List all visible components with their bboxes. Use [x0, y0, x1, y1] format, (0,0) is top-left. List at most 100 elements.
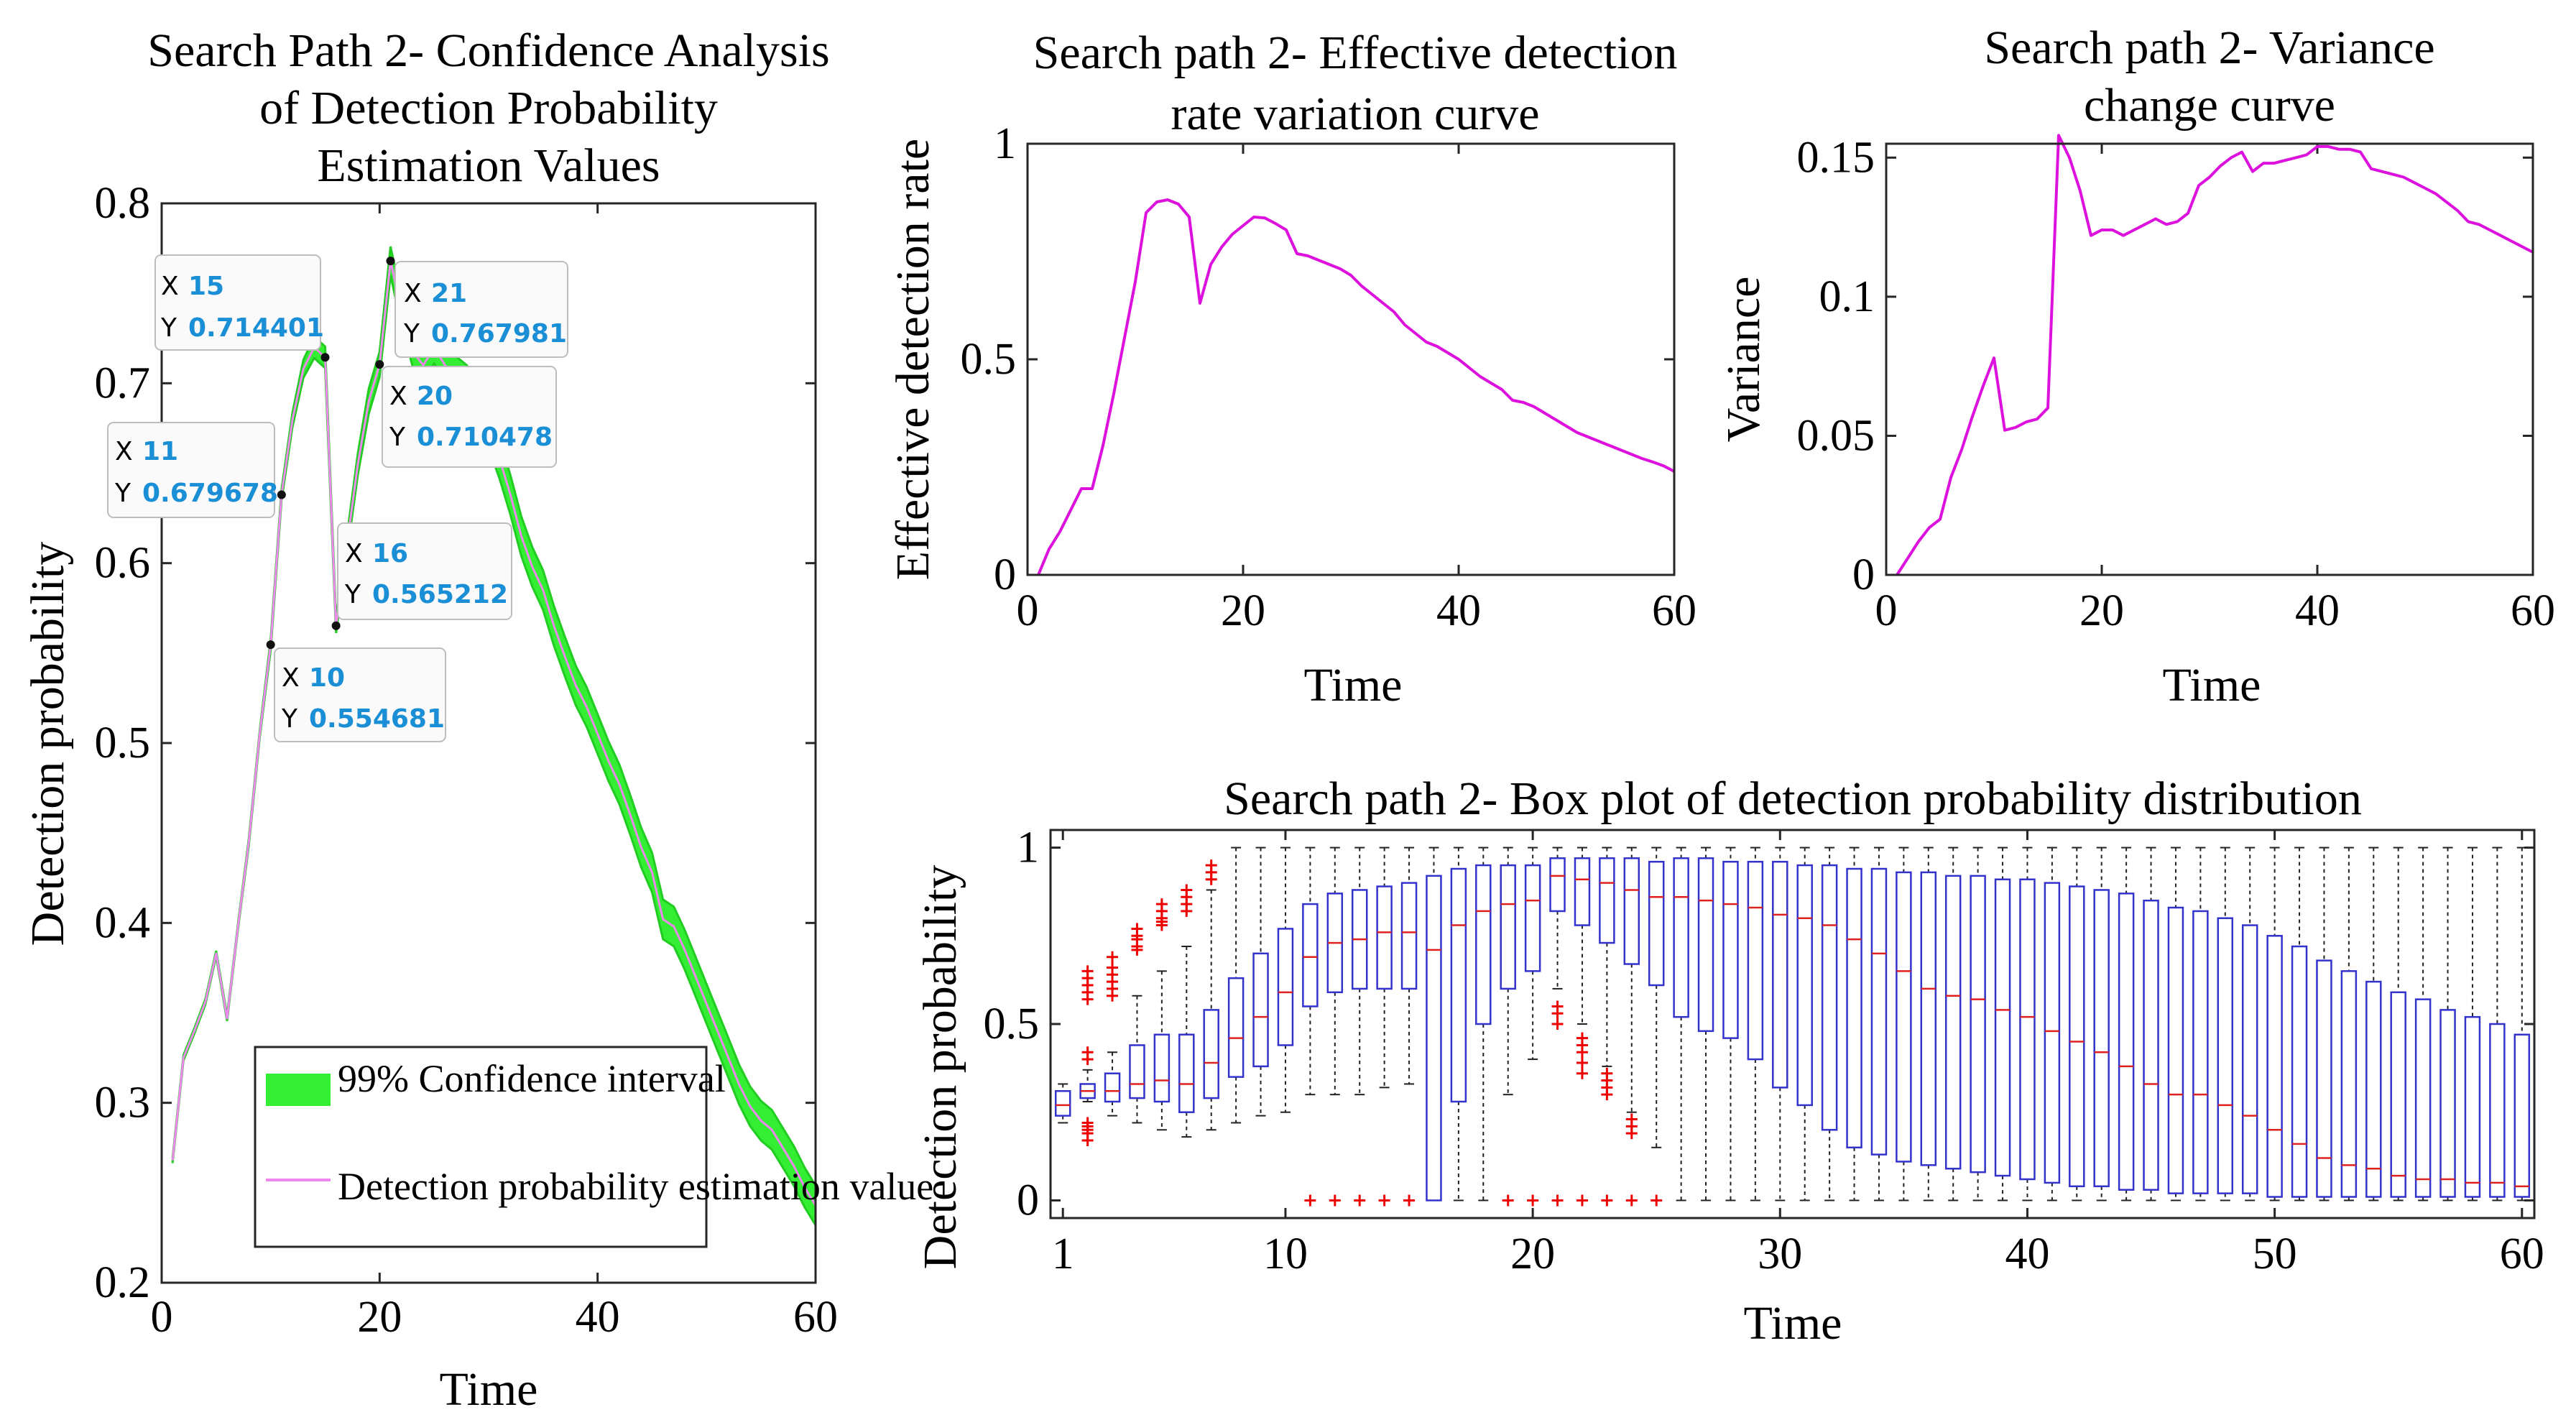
datatip-x-label: X	[389, 382, 407, 411]
box-body	[1870, 867, 1888, 1156]
box-55	[2390, 847, 2406, 1202]
box-21	[1549, 847, 1566, 1207]
boxplot-panel: Search path 2- Box plot of detection pro…	[914, 773, 2544, 1350]
confidence-x-axis-label: Time	[440, 1363, 538, 1416]
datatip-x-value: 10	[309, 663, 345, 693]
box-body	[2513, 1033, 2531, 1198]
box-body	[1178, 1033, 1195, 1113]
effective-rate-x-axis-label: Time	[1304, 659, 1403, 711]
y-tick-label: 0.8	[95, 179, 151, 228]
boxplot-boxes-layer	[1054, 847, 2531, 1207]
box-38	[1970, 847, 1986, 1202]
outlier-marker	[1081, 965, 1094, 977]
datatip-y-label: Y	[281, 704, 298, 734]
outlier-marker	[1551, 1018, 1564, 1030]
x-tick-label: 60	[2500, 1230, 2544, 1278]
box-44	[2118, 847, 2135, 1202]
outlier-marker	[1601, 1194, 1613, 1207]
box-body	[2464, 1015, 2481, 1198]
variance-curve	[1896, 134, 2534, 576]
effective-rate-curve	[1037, 198, 1675, 576]
variance-axes-box	[1885, 142, 2534, 576]
datatip-x15: X 15 Y 0.714401	[154, 254, 324, 351]
x-tick-label: 20	[1221, 586, 1265, 635]
datatip-marker	[266, 640, 275, 650]
outlier-marker	[1304, 1194, 1316, 1207]
box-body	[2167, 906, 2184, 1194]
boxplot-axis-ticks: 1 10 20 30 40 50 60 0 0.5 1	[984, 824, 2544, 1278]
x-tick-label: 1	[1052, 1230, 1074, 1278]
box-10	[1277, 847, 1294, 1113]
datatip-x-value: 20	[417, 382, 453, 411]
box-1	[1054, 1083, 1071, 1124]
effective-rate-title-line-2: rate variation curve	[1171, 88, 1539, 140]
box-58	[2464, 847, 2481, 1202]
datatip-x-value: 15	[188, 272, 224, 301]
outlier-marker	[1576, 1032, 1588, 1044]
datatip-box	[337, 522, 512, 620]
box-body	[2390, 991, 2406, 1198]
datatip-x-label: X	[115, 437, 133, 466]
datatip-box	[274, 647, 446, 742]
datatip-x20: X 20 Y 0.710478	[382, 366, 557, 468]
box-body	[2192, 910, 2209, 1194]
datatip-x11: X 11 Y 0.679678	[107, 422, 278, 518]
box-29	[1747, 847, 1764, 1202]
box-body	[2044, 882, 2061, 1184]
box-27	[1697, 847, 1714, 1202]
outlier-marker	[1403, 1194, 1416, 1207]
x-tick-label: 0	[1875, 586, 1898, 635]
x-tick-label: 20	[2079, 586, 2124, 635]
outlier-marker	[1081, 1117, 1094, 1129]
y-tick-label: 0.15	[1797, 133, 1875, 182]
y-tick-label: 0.6	[95, 539, 151, 588]
box-body	[1697, 857, 1714, 1033]
box-2	[1079, 965, 1096, 1146]
datatip-y-label: Y	[389, 423, 406, 452]
confidence-title-line-1: Search Path 2- Confidence Analysis	[147, 24, 829, 77]
x-tick-label: 60	[1652, 586, 1696, 635]
box-20	[1524, 847, 1541, 1207]
datatip-box	[394, 261, 568, 358]
box-15	[1400, 847, 1418, 1207]
variance-x-axis-label: Time	[2163, 659, 2261, 711]
box-body	[1104, 1072, 1121, 1103]
box-body	[2118, 893, 2135, 1191]
box-body	[2489, 1023, 2506, 1198]
box-body	[1821, 864, 1838, 1131]
x-tick-label: 0	[151, 1293, 173, 1342]
box-body	[1450, 867, 1467, 1103]
datatip-y-value: 0.767981	[431, 319, 567, 349]
effective-rate-axes-box	[1026, 142, 1676, 576]
outlier-marker	[1155, 898, 1168, 910]
box-16	[1426, 847, 1442, 1202]
box-5	[1153, 898, 1171, 1131]
box-body	[1129, 1044, 1145, 1099]
box-body	[2439, 1009, 2456, 1198]
datatip-marker	[320, 353, 330, 362]
box-body	[1722, 860, 1739, 1039]
y-tick-label: 0.1	[1819, 272, 1875, 321]
box-body	[2414, 998, 2432, 1198]
y-tick-label: 0	[994, 550, 1016, 599]
box-body	[2217, 917, 2234, 1194]
outlier-marker	[1527, 1194, 1539, 1207]
datatip-y-value: 0.554681	[309, 704, 445, 734]
variance-y-axis-label: Variance	[1717, 277, 1770, 443]
box-41	[2044, 847, 2061, 1202]
box-25	[1648, 847, 1665, 1207]
datatip-x10: X 10 Y 0.554681	[274, 647, 446, 742]
x-tick-label: 40	[2005, 1230, 2049, 1278]
box-body	[1500, 864, 1516, 990]
box-body	[2143, 899, 2159, 1191]
box-52	[2316, 847, 2332, 1202]
box-12	[1326, 847, 1344, 1207]
y-tick-label: 0.2	[95, 1258, 151, 1307]
box-body	[1203, 1009, 1219, 1099]
confidence-title-line-3: Estimation Values	[317, 139, 660, 192]
boxplot-title: Search path 2- Box plot of detection pro…	[1224, 773, 2362, 825]
box-26	[1673, 847, 1689, 1202]
box-body	[1227, 977, 1245, 1078]
datatip-y-label: Y	[403, 319, 420, 349]
